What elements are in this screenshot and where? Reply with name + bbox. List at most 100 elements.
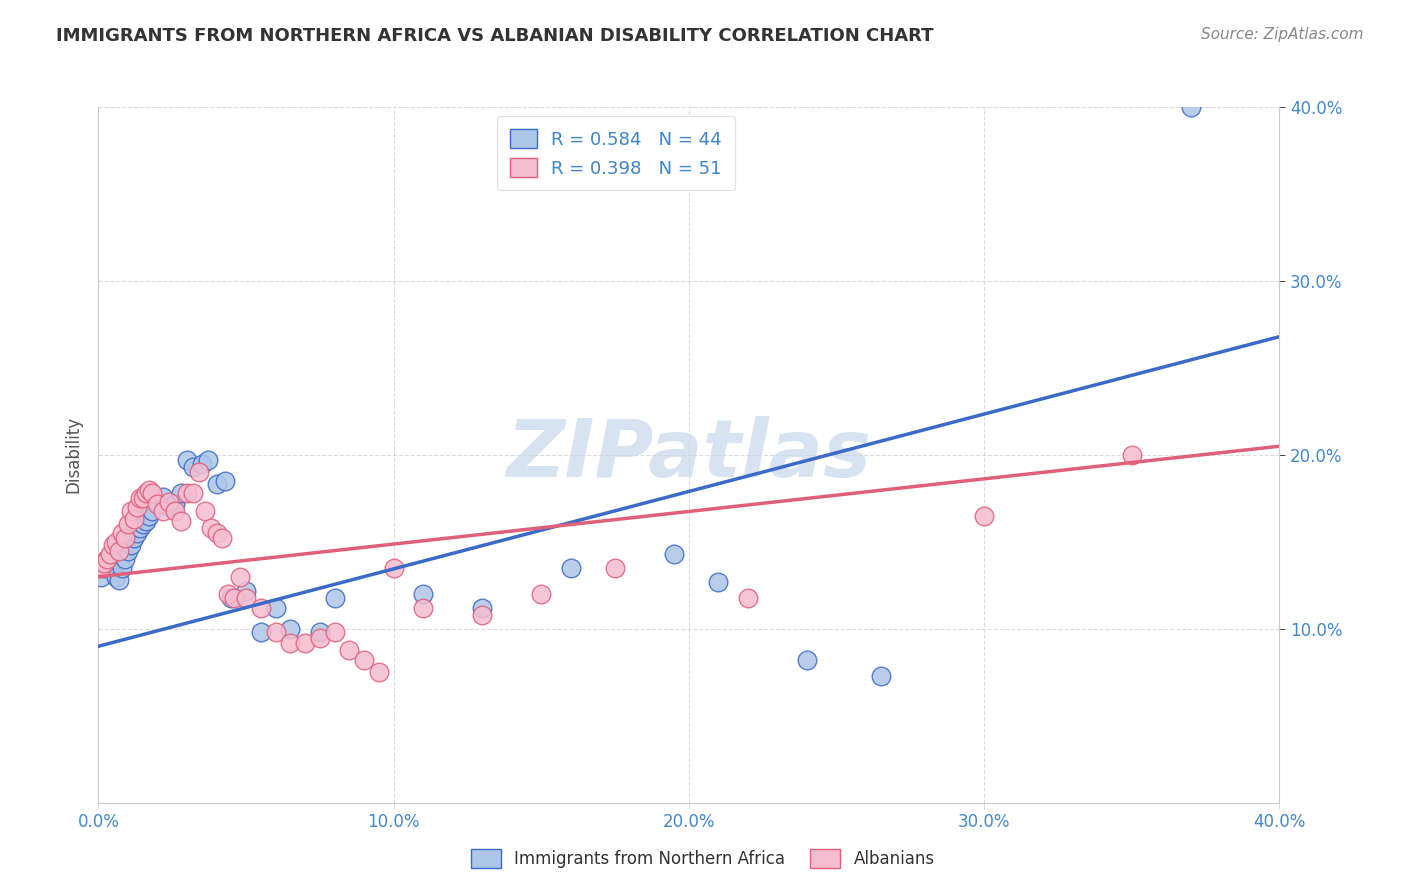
Point xyxy=(132,491,155,506)
Point xyxy=(98,556,121,570)
Point xyxy=(117,517,139,532)
Point xyxy=(664,547,686,561)
Point xyxy=(152,490,174,504)
Point xyxy=(96,552,118,566)
Point xyxy=(114,532,136,546)
Point xyxy=(471,601,494,615)
Point xyxy=(278,636,302,650)
Point xyxy=(108,543,131,558)
Point xyxy=(264,601,287,615)
Point xyxy=(1180,100,1202,114)
Point xyxy=(157,495,180,509)
Point xyxy=(796,653,818,667)
Point xyxy=(323,591,346,605)
Point xyxy=(146,497,169,511)
Point xyxy=(114,552,136,566)
Point xyxy=(103,547,125,561)
Point xyxy=(111,526,134,541)
Point xyxy=(235,583,257,598)
Point xyxy=(176,486,198,500)
Point xyxy=(368,665,391,680)
Point xyxy=(132,517,155,532)
Point xyxy=(605,561,627,575)
Point xyxy=(165,497,187,511)
Point xyxy=(108,573,131,587)
Point xyxy=(250,625,273,640)
Point xyxy=(869,669,891,683)
Point xyxy=(90,570,112,584)
Point xyxy=(135,514,157,528)
Point xyxy=(170,486,193,500)
Point xyxy=(138,508,160,523)
Point xyxy=(219,591,242,605)
Point xyxy=(530,587,553,601)
Point xyxy=(353,653,375,667)
Point xyxy=(103,538,125,552)
Point xyxy=(125,526,148,541)
Point xyxy=(181,486,204,500)
Point xyxy=(309,631,332,645)
Point xyxy=(229,570,252,584)
Point xyxy=(120,503,142,517)
Point xyxy=(1121,448,1143,462)
Point xyxy=(737,591,759,605)
Point xyxy=(294,636,316,650)
Point xyxy=(98,547,121,561)
Point xyxy=(135,486,157,500)
Text: IMMIGRANTS FROM NORTHERN AFRICA VS ALBANIAN DISABILITY CORRELATION CHART: IMMIGRANTS FROM NORTHERN AFRICA VS ALBAN… xyxy=(56,27,934,45)
Point xyxy=(205,477,228,491)
Legend: Immigrants from Northern Africa, Albanians: Immigrants from Northern Africa, Albania… xyxy=(464,843,942,875)
Point xyxy=(412,601,434,615)
Point xyxy=(197,453,219,467)
Point xyxy=(93,556,115,570)
Point xyxy=(235,591,257,605)
Point xyxy=(339,642,360,657)
Text: ZIPatlas: ZIPatlas xyxy=(506,416,872,494)
Point xyxy=(170,514,193,528)
Point xyxy=(560,561,582,575)
Point xyxy=(194,503,217,517)
Point xyxy=(90,561,112,575)
Point xyxy=(165,503,187,517)
Point xyxy=(214,474,236,488)
Point xyxy=(122,532,145,546)
Point xyxy=(152,503,174,517)
Point xyxy=(176,453,198,467)
Point xyxy=(141,503,163,517)
Y-axis label: Disability: Disability xyxy=(65,417,83,493)
Point xyxy=(224,591,246,605)
Point xyxy=(973,508,995,523)
Point xyxy=(181,460,204,475)
Point xyxy=(250,601,273,615)
Point xyxy=(211,532,233,546)
Point xyxy=(122,512,145,526)
Legend: R = 0.584   N = 44, R = 0.398   N = 51: R = 0.584 N = 44, R = 0.398 N = 51 xyxy=(498,116,734,190)
Point xyxy=(707,574,730,589)
Point xyxy=(138,483,160,497)
Point xyxy=(105,534,128,549)
Text: Source: ZipAtlas.com: Source: ZipAtlas.com xyxy=(1201,27,1364,42)
Point xyxy=(141,486,163,500)
Point xyxy=(323,625,346,640)
Point xyxy=(278,622,302,636)
Point xyxy=(191,457,214,471)
Point xyxy=(117,543,139,558)
Point xyxy=(146,495,169,509)
Point xyxy=(205,526,228,541)
Point xyxy=(125,500,148,514)
Point xyxy=(264,625,287,640)
Point xyxy=(217,587,239,601)
Point xyxy=(128,521,150,535)
Point xyxy=(120,538,142,552)
Point xyxy=(105,570,128,584)
Point xyxy=(93,561,115,575)
Point xyxy=(96,552,118,566)
Point xyxy=(382,561,405,575)
Point xyxy=(200,521,222,535)
Point xyxy=(157,500,180,514)
Point xyxy=(187,466,209,480)
Point xyxy=(412,587,434,601)
Point xyxy=(111,561,134,575)
Point xyxy=(309,625,332,640)
Point xyxy=(128,491,150,506)
